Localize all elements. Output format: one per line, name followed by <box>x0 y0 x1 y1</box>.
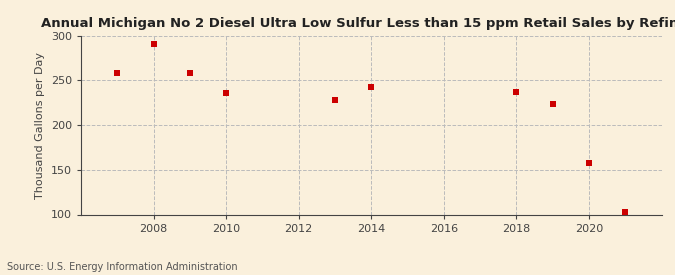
Point <box>583 160 594 165</box>
Point <box>184 71 195 75</box>
Point <box>329 98 340 102</box>
Text: Source: U.S. Energy Information Administration: Source: U.S. Energy Information Administ… <box>7 262 238 272</box>
Point <box>221 91 232 95</box>
Point <box>511 90 522 94</box>
Point <box>547 101 558 106</box>
Point <box>366 84 377 89</box>
Point <box>112 71 123 75</box>
Title: Annual Michigan No 2 Diesel Ultra Low Sulfur Less than 15 ppm Retail Sales by Re: Annual Michigan No 2 Diesel Ultra Low Su… <box>41 17 675 31</box>
Point <box>620 210 630 214</box>
Point <box>148 42 159 46</box>
Y-axis label: Thousand Gallons per Day: Thousand Gallons per Day <box>35 52 45 199</box>
